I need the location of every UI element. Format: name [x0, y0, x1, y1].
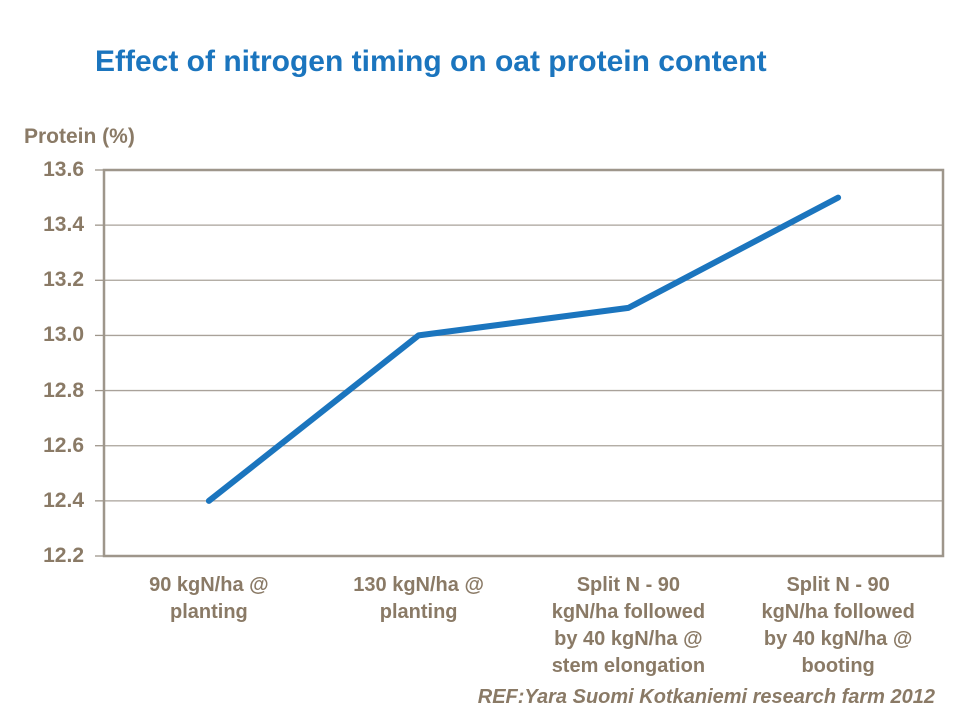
plot-border	[102, 168, 945, 558]
x-category-label: Split N - 90 kgN/ha followed by 40 kgN/h…	[761, 574, 915, 677]
y-tick-label: 13.4	[43, 213, 84, 237]
y-tick-label: 13.0	[43, 323, 84, 347]
y-tick-label: 13.6	[43, 158, 84, 181]
reference-note: REF:Yara Suomi Kotkaniemi research farm …	[477, 686, 935, 708]
y-tick-label: 12.8	[43, 378, 84, 402]
chart-title: Effect of nitrogen timing on oat protein…	[95, 45, 767, 78]
y-tick-label: 12.4	[43, 488, 84, 512]
x-category-label: 90 kgN/ha @ planting	[149, 574, 269, 623]
data-series-line	[205, 194, 842, 504]
y-tick-label: 13.2	[43, 268, 84, 292]
y-tick-label: 12.2	[43, 544, 84, 567]
y-axis-title: Protein (%)	[24, 125, 135, 148]
y-tick-label: 12.6	[43, 433, 84, 457]
x-category-label: Split N - 90 kgN/ha followed by 40 kgN/h…	[551, 574, 706, 677]
x-category-label: 130 kgN/ha @ planting	[353, 574, 484, 623]
